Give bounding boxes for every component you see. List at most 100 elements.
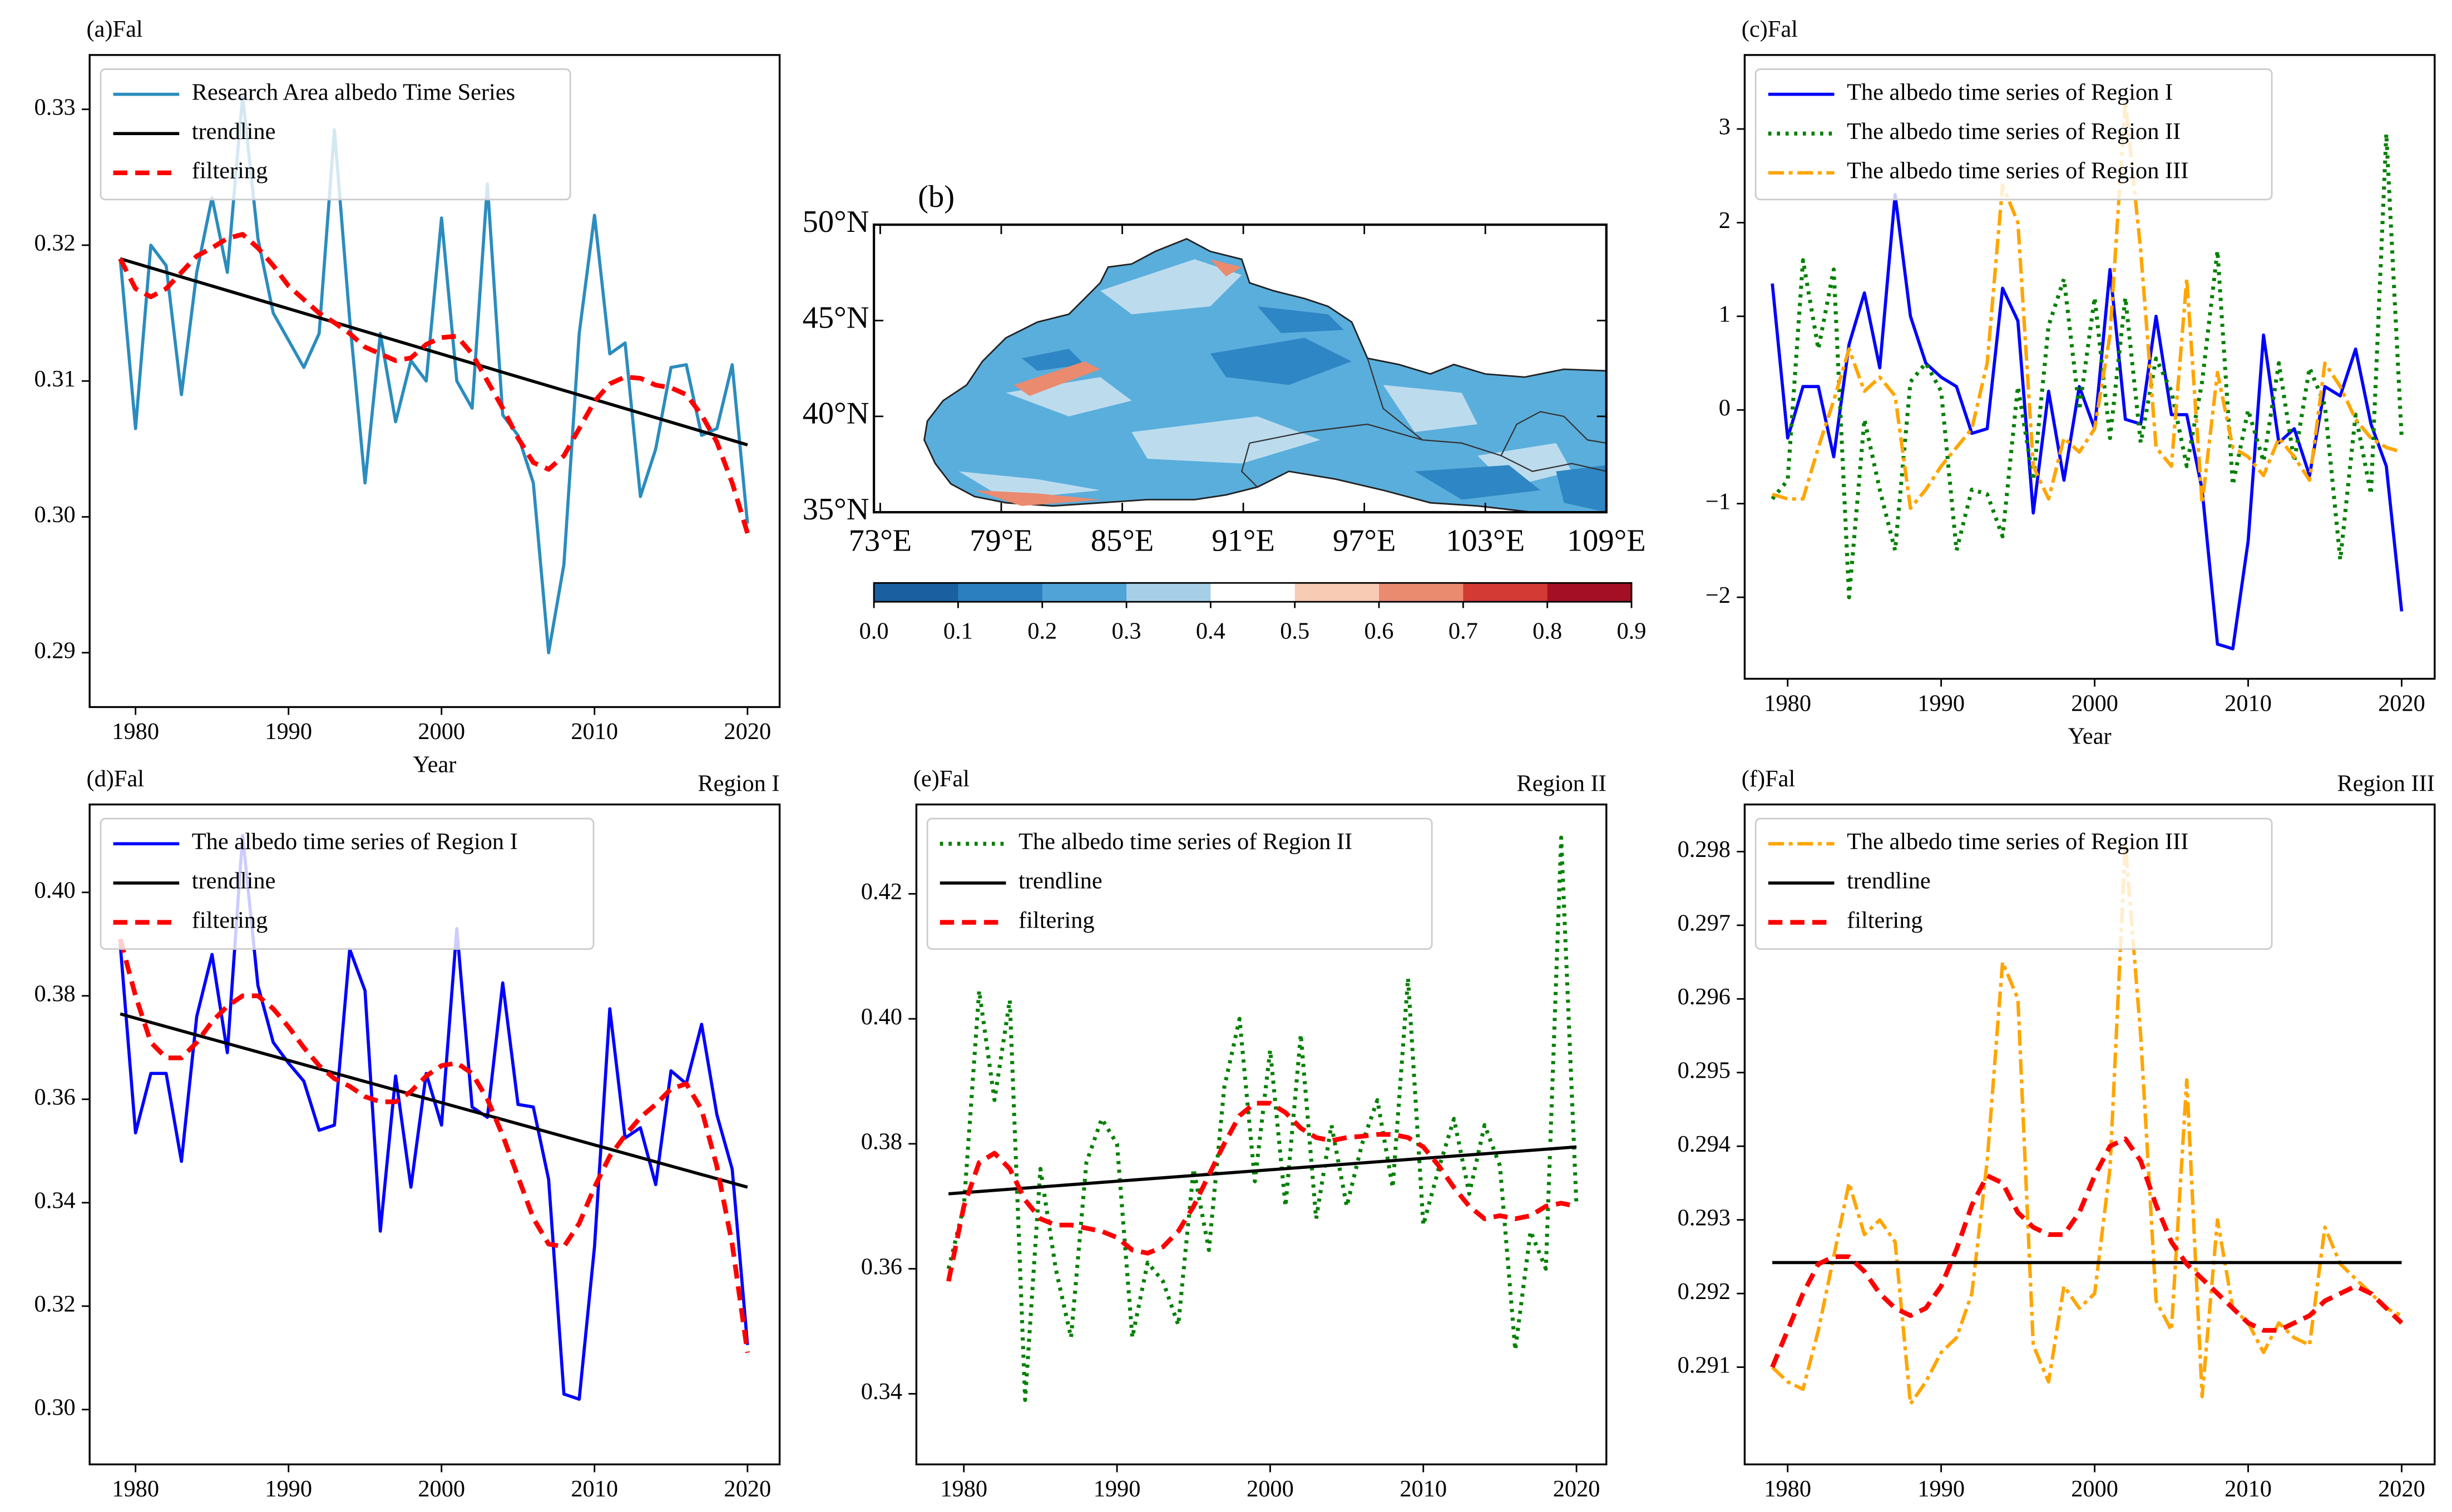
colorbar-bin	[958, 583, 1043, 602]
y-tick-label: 1	[1719, 301, 1731, 328]
legend-label: The albedo time series of Region I	[192, 829, 518, 855]
y-tick-label: 0.295	[1678, 1057, 1731, 1083]
y-tick-label: 0.296	[1678, 984, 1731, 1010]
colorbar-bin	[1379, 583, 1464, 602]
x-tick-label: 2020	[1553, 1476, 1600, 1502]
x-tick-label: 1980	[112, 718, 159, 745]
x-tick-label: 2010	[2224, 690, 2272, 716]
y-tick-label: 0.33	[34, 94, 76, 120]
y-tick-label: 35°N	[803, 492, 869, 527]
x-tick-label: 1980	[112, 1476, 159, 1502]
x-tick-label: 2000	[2071, 690, 2118, 716]
y-tick-label: 0.30	[34, 1395, 76, 1421]
x-axis-label: Year	[1240, 1509, 1283, 1512]
y-tick-label: 0.34	[34, 1188, 76, 1214]
colorbar-tick-label: 0.2	[1027, 618, 1057, 644]
legend-label: filtering	[192, 158, 268, 184]
x-tick-label: 79°E	[970, 524, 1033, 558]
x-tick-label: 73°E	[849, 524, 912, 558]
colorbar-tick-label: 0.8	[1532, 618, 1562, 644]
x-tick-label: 2020	[724, 718, 771, 745]
x-tick-label: 1990	[265, 718, 312, 745]
x-tick-label: 2010	[1400, 1476, 1447, 1502]
x-tick-label: 1980	[1764, 1476, 1811, 1502]
y-tick-label: 0.40	[34, 877, 76, 903]
colorbar-bin	[1463, 583, 1548, 602]
series-line	[1771, 842, 2402, 1406]
x-axis-label: Year	[2068, 723, 2112, 750]
series-line	[120, 1012, 748, 1189]
boundary	[1500, 411, 1606, 456]
plot-area	[118, 834, 750, 1401]
y-tick-label: 0.32	[34, 1291, 76, 1317]
series-line	[118, 938, 750, 1354]
legend-label: filtering	[1019, 907, 1095, 933]
y-tick-label: 0.297	[1678, 910, 1731, 936]
plot-area	[1771, 99, 2404, 651]
axes-frame	[1743, 803, 2436, 1466]
colorbar-bin	[1042, 583, 1127, 602]
series-line	[1770, 1136, 2404, 1369]
colorbar-tick-label: 0.3	[1112, 618, 1141, 644]
panel-title: (b)	[918, 180, 955, 214]
x-tick-label: 85°E	[1091, 524, 1154, 558]
series-line	[946, 1100, 1577, 1282]
colorbar-tick-label: 0.1	[943, 618, 973, 644]
colorbar-tick-label: 0.4	[1196, 618, 1225, 644]
x-tick-label: 103°E	[1446, 524, 1525, 558]
series-line	[1772, 99, 2402, 510]
colorbar-bin	[1547, 583, 1632, 602]
x-axis-label: Year	[2068, 1509, 2112, 1512]
x-tick-label: 1990	[265, 1476, 312, 1502]
colorbar-tick-label: 0.0	[859, 618, 889, 644]
series-line	[120, 257, 748, 447]
x-tick-label: 2010	[571, 718, 618, 745]
legend-box	[100, 817, 595, 950]
legend-box	[100, 68, 571, 201]
y-tick-label: 0.36	[861, 1253, 902, 1280]
series-line	[1771, 193, 2404, 651]
plot-area	[1770, 842, 2404, 1406]
y-tick-label: 0.294	[1678, 1131, 1731, 1157]
series-line	[118, 94, 749, 655]
legend-label: filtering	[192, 907, 268, 933]
legend-label: Research Area albedo Time Series	[192, 79, 515, 105]
colorbar-bin	[874, 583, 959, 602]
legend-box	[1754, 68, 2273, 201]
x-tick-label: 2000	[1247, 1476, 1294, 1502]
y-tick-label: 3	[1719, 114, 1731, 140]
y-tick-label: 40°N	[803, 396, 869, 431]
map-shapes	[923, 237, 1608, 513]
legend-label: The albedo time series of Region II	[1019, 829, 1352, 855]
x-tick-label: 97°E	[1333, 524, 1396, 558]
x-tick-label: 1990	[1917, 690, 1965, 716]
x-tick-label: 2000	[2071, 1476, 2118, 1502]
legend-label: trendline	[1847, 868, 1931, 894]
axes-frame	[88, 803, 781, 1466]
legend-label: The albedo time series of Region II	[1847, 118, 2181, 145]
boundary	[1240, 443, 1258, 488]
legend-label: trendline	[192, 118, 276, 145]
panel-title-right: Region I	[698, 770, 779, 796]
legend-label: trendline	[1019, 868, 1103, 894]
y-tick-label: 0.42	[861, 879, 902, 905]
x-tick-label: 2000	[418, 718, 465, 745]
x-tick-label: 1980	[1764, 690, 1811, 716]
y-tick-label: 0.291	[1678, 1352, 1731, 1378]
axes-frame	[1743, 54, 2436, 680]
x-tick-label: 2010	[2224, 1476, 2272, 1502]
colorbar-tick-label: 0.7	[1449, 618, 1478, 644]
y-tick-label: 0	[1719, 395, 1731, 421]
y-tick-label: 45°N	[803, 300, 869, 335]
plot-area	[946, 835, 1579, 1402]
panel-title: (f)Fal	[1742, 766, 1795, 792]
y-tick-label: 0.40	[861, 1004, 902, 1030]
x-tick-label: 2020	[2378, 690, 2425, 716]
x-tick-label: 2000	[418, 1476, 465, 1502]
legend-box	[1754, 817, 2273, 950]
x-tick-label: 1980	[940, 1476, 987, 1502]
y-tick-label: 0.31	[34, 366, 76, 392]
colorbar-tick-label: 0.6	[1365, 618, 1394, 644]
